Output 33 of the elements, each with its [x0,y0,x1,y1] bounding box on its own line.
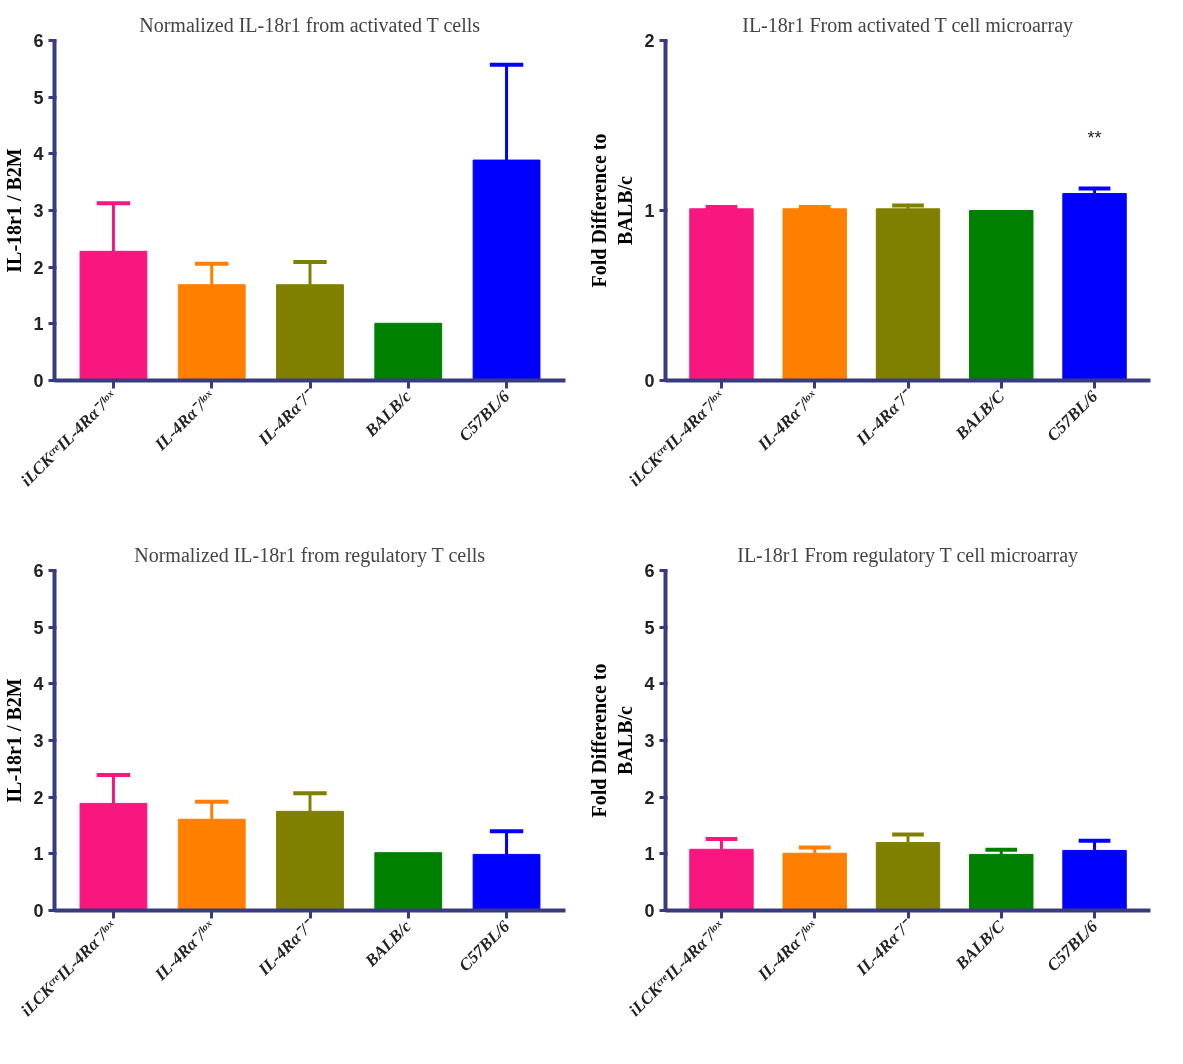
y-axis-title: Fold Difference to BALB/c [588,133,637,288]
y-tick-label: 1 [33,314,44,335]
y-tick-label: 6 [33,31,44,51]
y-tick-label: 3 [644,731,655,751]
y-tick-label: 5 [33,87,44,108]
y-tick-label: 4 [33,674,44,695]
chart-title: Normalized IL-18r1 from activated T cells [139,13,481,36]
y-tick-label: 2 [33,787,44,808]
y-tick-label: 1 [644,201,655,221]
y-axis-title: IL-18r1 / B2M [3,148,26,273]
y-tick-label: 3 [33,731,44,751]
chart-title: IL-18r1 From regulatory T cell microarray [737,543,1079,567]
y-tick-label: 0 [33,901,44,921]
y-tick-label: 6 [644,561,655,581]
y-tick-label: 4 [644,674,655,695]
y-tick-label: 3 [33,201,44,221]
y-tick-label: 2 [644,31,655,51]
y-tick-label: 5 [33,617,44,638]
annotation: ** [1087,128,1102,149]
y-tick-label: 0 [644,371,655,391]
y-tick-label: 0 [33,371,44,391]
y-tick-label: 2 [644,787,655,808]
y-tick-label: 0 [644,901,655,921]
chart-title: IL-18r1 From activated T cell microarray [742,13,1074,37]
y-tick-label: 1 [33,844,44,865]
y-tick-label: 5 [644,617,655,638]
y-tick-label: 1 [644,844,655,865]
y-tick-label: 6 [33,561,44,581]
y-axis-title: Fold Difference to BALB/c [588,663,637,818]
y-tick-label: 4 [33,144,44,165]
y-axis-title: IL-18r1 / B2M [3,678,26,803]
y-tick-label: 2 [33,257,44,278]
chart-title: Normalized IL-18r1 from regulatory T cells [134,543,486,567]
